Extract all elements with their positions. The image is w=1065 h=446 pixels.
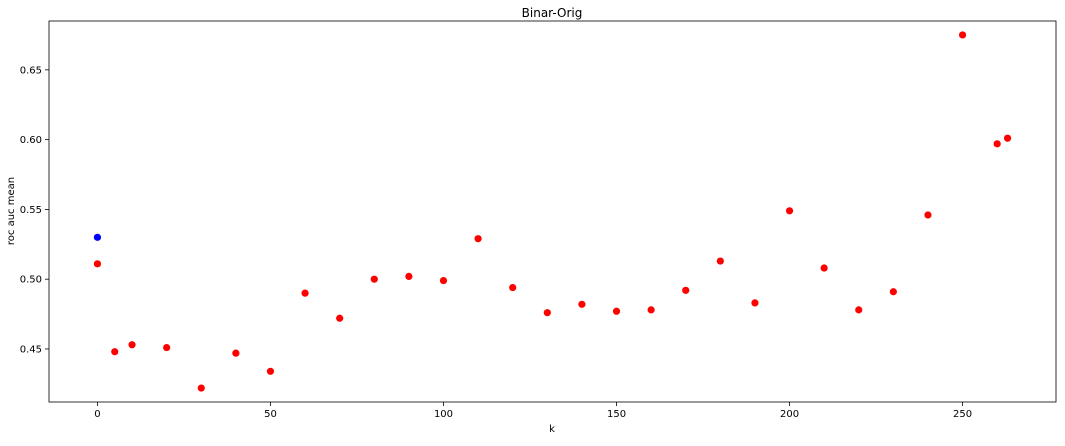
data-point bbox=[128, 341, 136, 349]
data-point bbox=[543, 309, 551, 317]
x-tick-label: 100 bbox=[434, 409, 453, 420]
y-tick-label: 0.60 bbox=[20, 135, 42, 146]
data-point bbox=[197, 384, 205, 392]
x-axis-label: k bbox=[549, 424, 555, 435]
data-point bbox=[163, 343, 171, 352]
y-tick-label: 0.45 bbox=[20, 344, 42, 355]
y-tick-label: 0.50 bbox=[20, 275, 42, 286]
data-point bbox=[93, 260, 102, 268]
x-tick-label: 200 bbox=[780, 409, 799, 420]
data-point bbox=[405, 272, 413, 280]
data-point bbox=[958, 31, 967, 39]
data-point bbox=[1003, 134, 1012, 142]
data-point bbox=[682, 286, 690, 294]
data-point bbox=[751, 299, 759, 307]
data-point bbox=[509, 283, 517, 292]
data-point bbox=[993, 140, 1001, 148]
x-tick-label: 50 bbox=[264, 409, 277, 420]
data-point bbox=[301, 289, 309, 297]
x-tick-label: 0 bbox=[94, 409, 100, 420]
data-point bbox=[93, 233, 102, 241]
data-point bbox=[612, 307, 621, 315]
data-point bbox=[111, 348, 119, 356]
data-point bbox=[924, 211, 932, 219]
data-point bbox=[647, 306, 655, 314]
chart-title: Binar-Orig bbox=[522, 6, 583, 20]
data-point bbox=[578, 300, 586, 308]
plot-area bbox=[48, 20, 1057, 403]
data-point bbox=[889, 288, 897, 296]
data-point bbox=[716, 257, 724, 265]
data-point bbox=[336, 314, 344, 322]
x-tick-label: 250 bbox=[953, 409, 972, 420]
data-point bbox=[785, 207, 794, 215]
y-axis: 0.45 0.50 0.55 0.60 0.65 bbox=[20, 65, 49, 355]
y-tick-label: 0.55 bbox=[20, 205, 42, 216]
y-tick-label: 0.65 bbox=[20, 65, 42, 76]
data-point bbox=[439, 276, 448, 285]
y-axis-label: roc auc mean bbox=[6, 177, 17, 245]
data-point bbox=[232, 349, 240, 357]
data-point bbox=[474, 235, 482, 243]
x-axis: 0 50 100 150 200 250 bbox=[94, 402, 972, 420]
data-point bbox=[855, 306, 863, 314]
data-point bbox=[820, 264, 828, 272]
data-points bbox=[93, 31, 1012, 392]
data-point bbox=[370, 275, 378, 283]
x-tick-label: 150 bbox=[607, 409, 626, 420]
data-point bbox=[266, 367, 275, 375]
